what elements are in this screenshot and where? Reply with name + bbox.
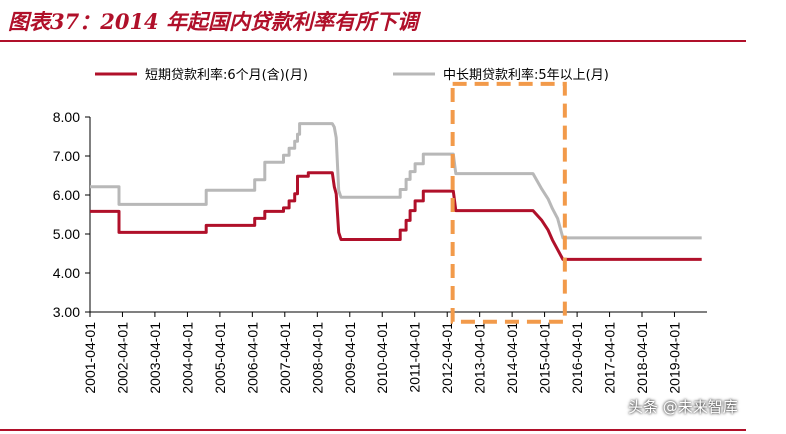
figure-title: 图表37：2014 年起国内贷款利率有所下调 (8, 9, 418, 34)
x-tick-label: 2004-04-01 (179, 322, 195, 394)
x-tick-label: 2012-04-01 (439, 322, 455, 394)
y-tick-label: 6.00 (53, 187, 80, 203)
series-lines (90, 122, 702, 261)
y-tick-label: 5.00 (53, 226, 80, 242)
series-line-short-term (90, 171, 702, 261)
y-tick-label: 7.00 (53, 148, 80, 164)
x-tick-label: 2001-04-01 (82, 322, 98, 394)
x-tick-label: 2002-04-01 (114, 322, 130, 394)
axes: 3.00 4.00 5.00 6.00 7.00 8.00 2001-04-01 2002-… (53, 109, 707, 394)
bottom-rule (0, 429, 746, 431)
y-tick-label: 8.00 (53, 109, 80, 125)
x-tick-label: 2009-04-01 (342, 322, 358, 394)
x-tick-label: 2019-04-01 (666, 322, 682, 394)
rate-line-chart: 短期贷款利率:6个月(含)(月) 中长期贷款利率:5年以上(月) 3.00 4.0… (53, 67, 707, 394)
x-tick-label: 2011-04-01 (407, 322, 423, 393)
x-tick-label: 2003-04-01 (147, 322, 163, 394)
x-tick-label: 2018-04-01 (634, 322, 650, 394)
x-tick-label: 2008-04-01 (309, 322, 325, 394)
x-tick-label: 2013-04-01 (472, 322, 488, 394)
x-tick-label: 2016-04-01 (569, 322, 585, 394)
annotations (450, 81, 567, 324)
legend-label-short-term: 短期贷款利率:6个月(含)(月) (145, 67, 308, 83)
x-tick-label: 2010-04-01 (374, 322, 390, 394)
highlight-dashed-box (450, 81, 567, 324)
x-ticks: 2001-04-01 2002-04-01 2003-04-01 2004-04-01… (82, 312, 682, 394)
x-tick-label: 2017-04-01 (602, 322, 618, 394)
y-tick-label: 3.00 (53, 304, 80, 320)
legend: 短期贷款利率:6个月(含)(月) 中长期贷款利率:5年以上(月) (95, 67, 609, 83)
y-ticks: 3.00 4.00 5.00 6.00 7.00 8.00 (53, 109, 90, 320)
watermark: 头条 @未来智库 (628, 398, 738, 416)
x-tick-label: 2005-04-01 (212, 322, 228, 394)
series-line-long-term (90, 122, 702, 240)
legend-label-long-term: 中长期贷款利率:5年以上(月) (443, 67, 609, 83)
x-tick-label: 2015-04-01 (537, 322, 553, 394)
x-tick-label: 2006-04-01 (244, 322, 260, 394)
y-tick-label: 4.00 (53, 265, 80, 281)
x-tick-label: 2014-04-01 (504, 322, 520, 394)
x-tick-label: 2007-04-01 (277, 322, 293, 394)
title-rule (0, 40, 746, 42)
